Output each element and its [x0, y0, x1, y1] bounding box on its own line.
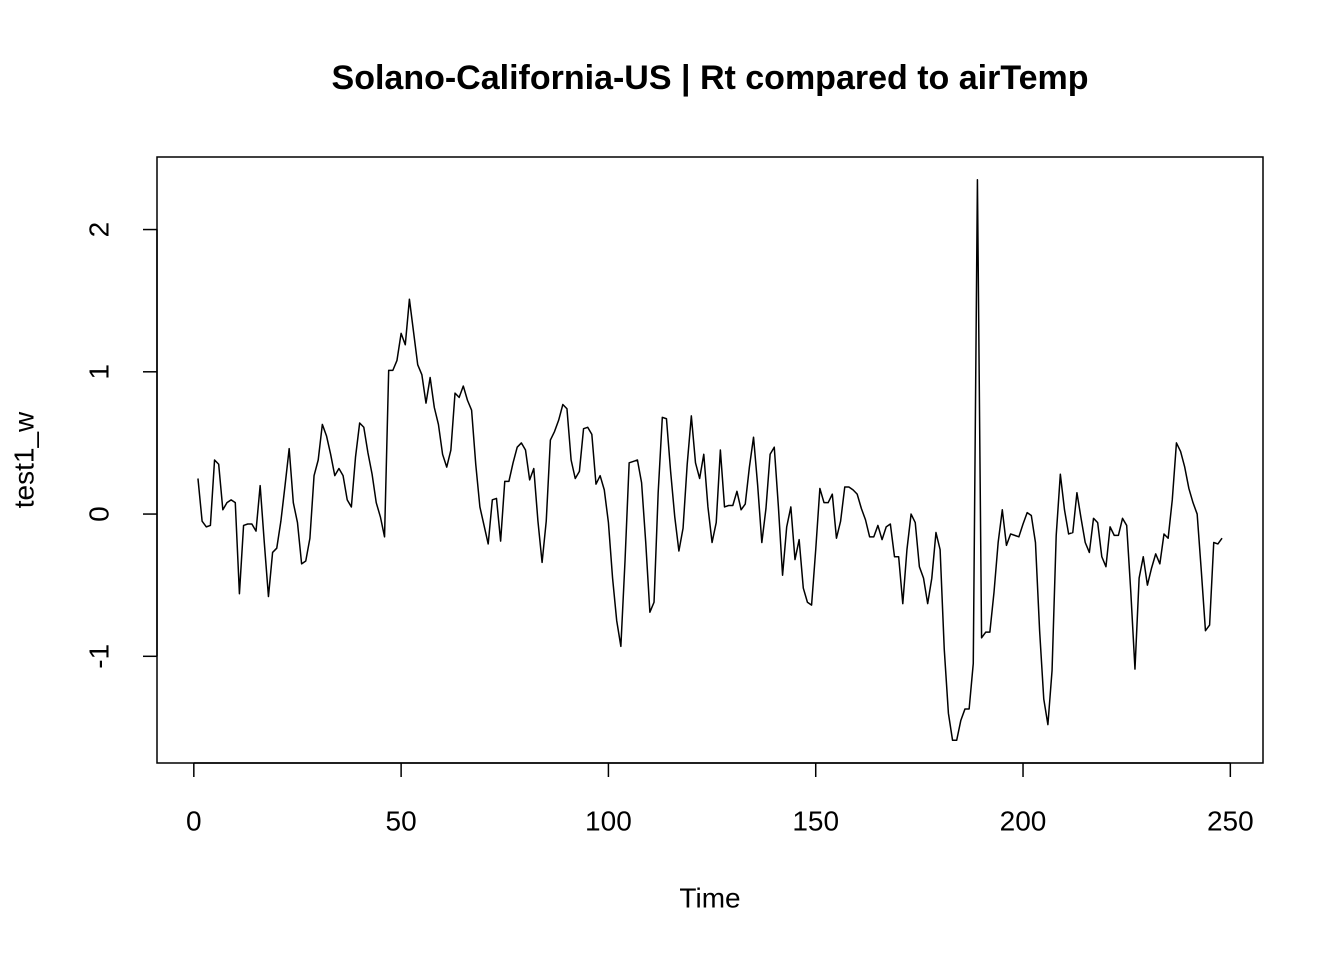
x-tick-label: 200: [1000, 805, 1047, 836]
x-tick-label: 250: [1207, 805, 1254, 836]
x-axis-label: Time: [679, 882, 740, 913]
x-tick-label: 0: [186, 805, 202, 836]
chart-title: Solano-California-US | Rt compared to ai…: [332, 59, 1089, 97]
y-tick-label: -1: [83, 644, 114, 669]
y-tick-label: 1: [83, 364, 114, 380]
y-axis-label: test1_w: [8, 411, 39, 508]
x-tick-label: 50: [386, 805, 417, 836]
plot-frame: [156, 156, 1264, 764]
y-tick-label: 0: [83, 506, 114, 522]
y-tick-label: 2: [83, 222, 114, 238]
x-tick-label: 150: [792, 805, 839, 836]
data-line: [197, 179, 1223, 741]
x-tick-label: 100: [585, 805, 632, 836]
